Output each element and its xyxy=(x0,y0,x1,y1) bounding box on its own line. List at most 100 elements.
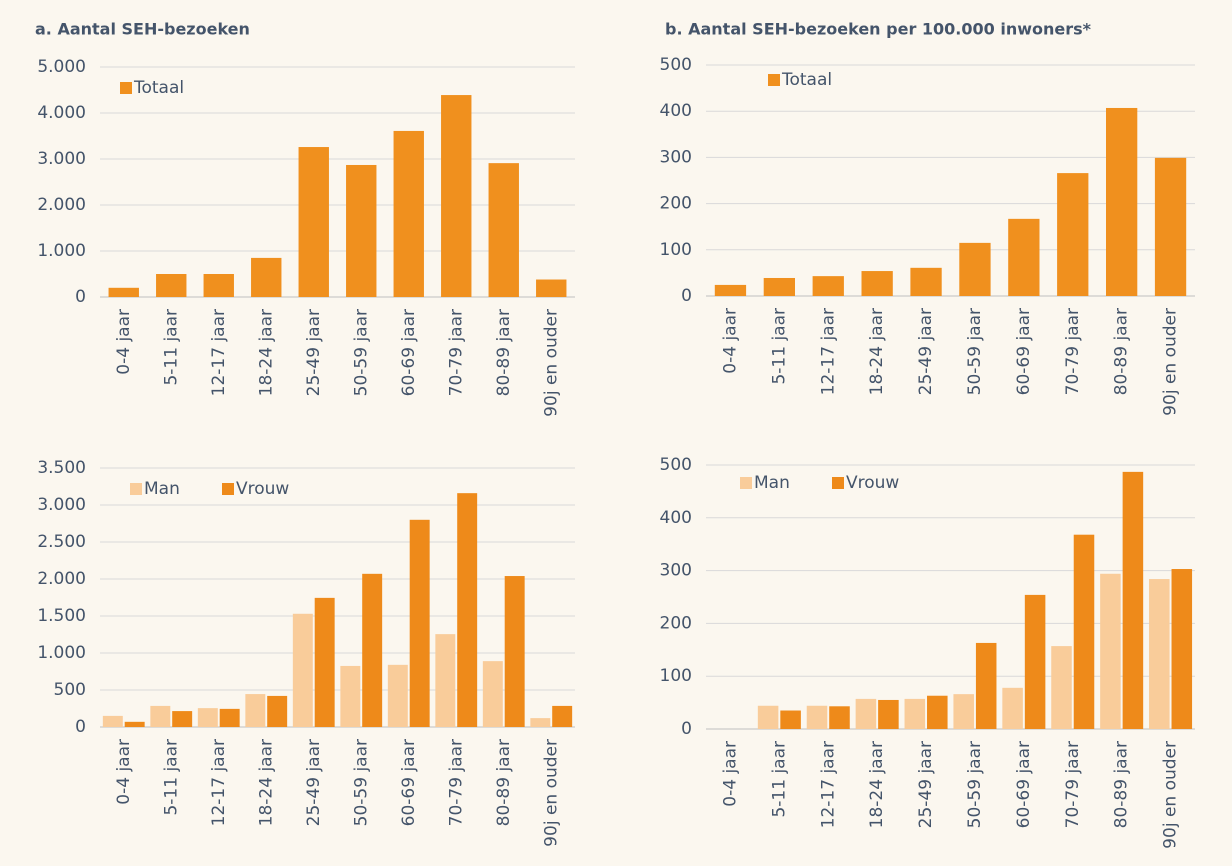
bar xyxy=(1008,218,1040,296)
y-tick-label: 0 xyxy=(75,717,86,737)
bar xyxy=(552,705,573,727)
legend-swatch xyxy=(130,483,142,495)
x-tick-label: 50-59 jaar xyxy=(351,739,371,826)
bar xyxy=(806,705,828,729)
x-tick-label: 80-89 jaar xyxy=(494,739,514,826)
bar xyxy=(780,710,801,729)
x-tick-label: 50-59 jaar xyxy=(965,741,985,828)
bar xyxy=(1106,107,1138,296)
x-tick-label: 50-59 jaar xyxy=(965,308,985,395)
bar xyxy=(1100,573,1121,729)
x-tick-label: 90j en ouder xyxy=(1161,308,1181,416)
y-tick-label: 300 xyxy=(660,147,692,167)
bar xyxy=(362,573,383,727)
x-tick-label: 12-17 jaar xyxy=(209,309,229,396)
bar xyxy=(409,519,430,727)
x-tick-label: 5-11 jaar xyxy=(161,739,181,816)
y-tick-label: 2.000 xyxy=(37,195,86,215)
bar xyxy=(197,708,218,727)
legend-label: Totaal xyxy=(781,70,832,90)
x-tick-label: 18-24 jaar xyxy=(867,741,887,828)
y-tick-label: 100 xyxy=(660,240,692,260)
y-tick-label: 0 xyxy=(681,286,692,306)
x-tick-label: 18-24 jaar xyxy=(867,308,887,395)
legend-label: Man xyxy=(754,473,790,493)
y-tick-label: 5.000 xyxy=(37,57,86,77)
y-tick-label: 4.000 xyxy=(37,103,86,123)
bar xyxy=(959,242,991,296)
bar xyxy=(763,277,795,296)
y-tick-label: 1.000 xyxy=(37,643,86,663)
x-tick-label: 12-17 jaar xyxy=(818,308,838,395)
x-tick-label: 0-4 jaar xyxy=(720,308,740,374)
legend-swatch xyxy=(768,74,780,86)
x-tick-label: 5-11 jaar xyxy=(769,741,789,818)
legend-swatch xyxy=(740,477,752,489)
x-tick-label: 12-17 jaar xyxy=(209,739,229,826)
bar xyxy=(812,276,844,296)
bar xyxy=(346,164,377,297)
legend-swatch xyxy=(120,82,132,94)
x-tick-label: 5-11 jaar xyxy=(161,309,181,386)
bar xyxy=(314,597,335,727)
bar xyxy=(975,642,997,729)
x-tick-label: 80-89 jaar xyxy=(1112,308,1132,395)
bar xyxy=(904,698,926,729)
bar xyxy=(1051,646,1072,729)
bar xyxy=(878,699,899,729)
x-tick-label: 25-49 jaar xyxy=(916,308,936,395)
bar xyxy=(387,664,408,727)
bar xyxy=(536,279,567,297)
bar xyxy=(108,287,139,297)
x-tick-label: 5-11 jaar xyxy=(769,308,789,385)
bar xyxy=(393,130,424,297)
legend-swatch xyxy=(832,477,844,489)
x-tick-label: 90j en ouder xyxy=(541,739,561,847)
legend-label: Vrouw xyxy=(236,479,289,499)
bar xyxy=(340,665,361,727)
y-tick-label: 300 xyxy=(660,561,692,581)
bar xyxy=(102,715,123,727)
bar xyxy=(829,706,850,729)
x-tick-label: 90j en ouder xyxy=(541,309,561,417)
bar xyxy=(1171,569,1193,729)
x-tick-label: 0-4 jaar xyxy=(720,741,740,807)
x-tick-label: 80-89 jaar xyxy=(1112,741,1132,828)
bar xyxy=(910,267,942,296)
bar xyxy=(245,694,266,727)
bar xyxy=(298,147,329,297)
x-tick-label: 70-79 jaar xyxy=(1063,308,1083,395)
chart-title: b. Aantal SEH-bezoeken per 100.000 inwon… xyxy=(665,20,1092,39)
y-tick-label: 1.500 xyxy=(37,606,86,626)
bar xyxy=(457,493,478,727)
bar xyxy=(1002,687,1023,729)
legend-label: Totaal xyxy=(133,78,184,98)
legend-label: Man xyxy=(144,479,180,499)
y-tick-label: 400 xyxy=(660,101,692,121)
bar xyxy=(292,613,313,727)
x-tick-label: 60-69 jaar xyxy=(1014,308,1034,395)
bar xyxy=(1154,157,1187,296)
bar xyxy=(861,271,893,296)
y-tick-label: 200 xyxy=(660,613,692,633)
bar xyxy=(435,634,456,727)
bar xyxy=(488,163,519,297)
y-tick-label: 1.000 xyxy=(37,241,86,261)
y-tick-label: 500 xyxy=(660,55,692,75)
legend-swatch xyxy=(222,483,234,495)
y-tick-label: 400 xyxy=(660,508,692,528)
x-tick-label: 90j en ouder xyxy=(1161,741,1181,849)
x-tick-label: 60-69 jaar xyxy=(1014,741,1034,828)
bar xyxy=(219,708,240,727)
y-tick-label: 500 xyxy=(54,680,86,700)
y-tick-label: 3.000 xyxy=(37,495,86,515)
y-tick-label: 0 xyxy=(681,719,692,739)
bar xyxy=(855,698,877,729)
x-tick-label: 80-89 jaar xyxy=(494,309,514,396)
x-tick-label: 18-24 jaar xyxy=(256,309,276,396)
bar xyxy=(504,576,525,727)
x-tick-label: 0-4 jaar xyxy=(114,309,134,375)
x-tick-label: 60-69 jaar xyxy=(399,309,419,396)
x-tick-label: 25-49 jaar xyxy=(916,741,936,828)
